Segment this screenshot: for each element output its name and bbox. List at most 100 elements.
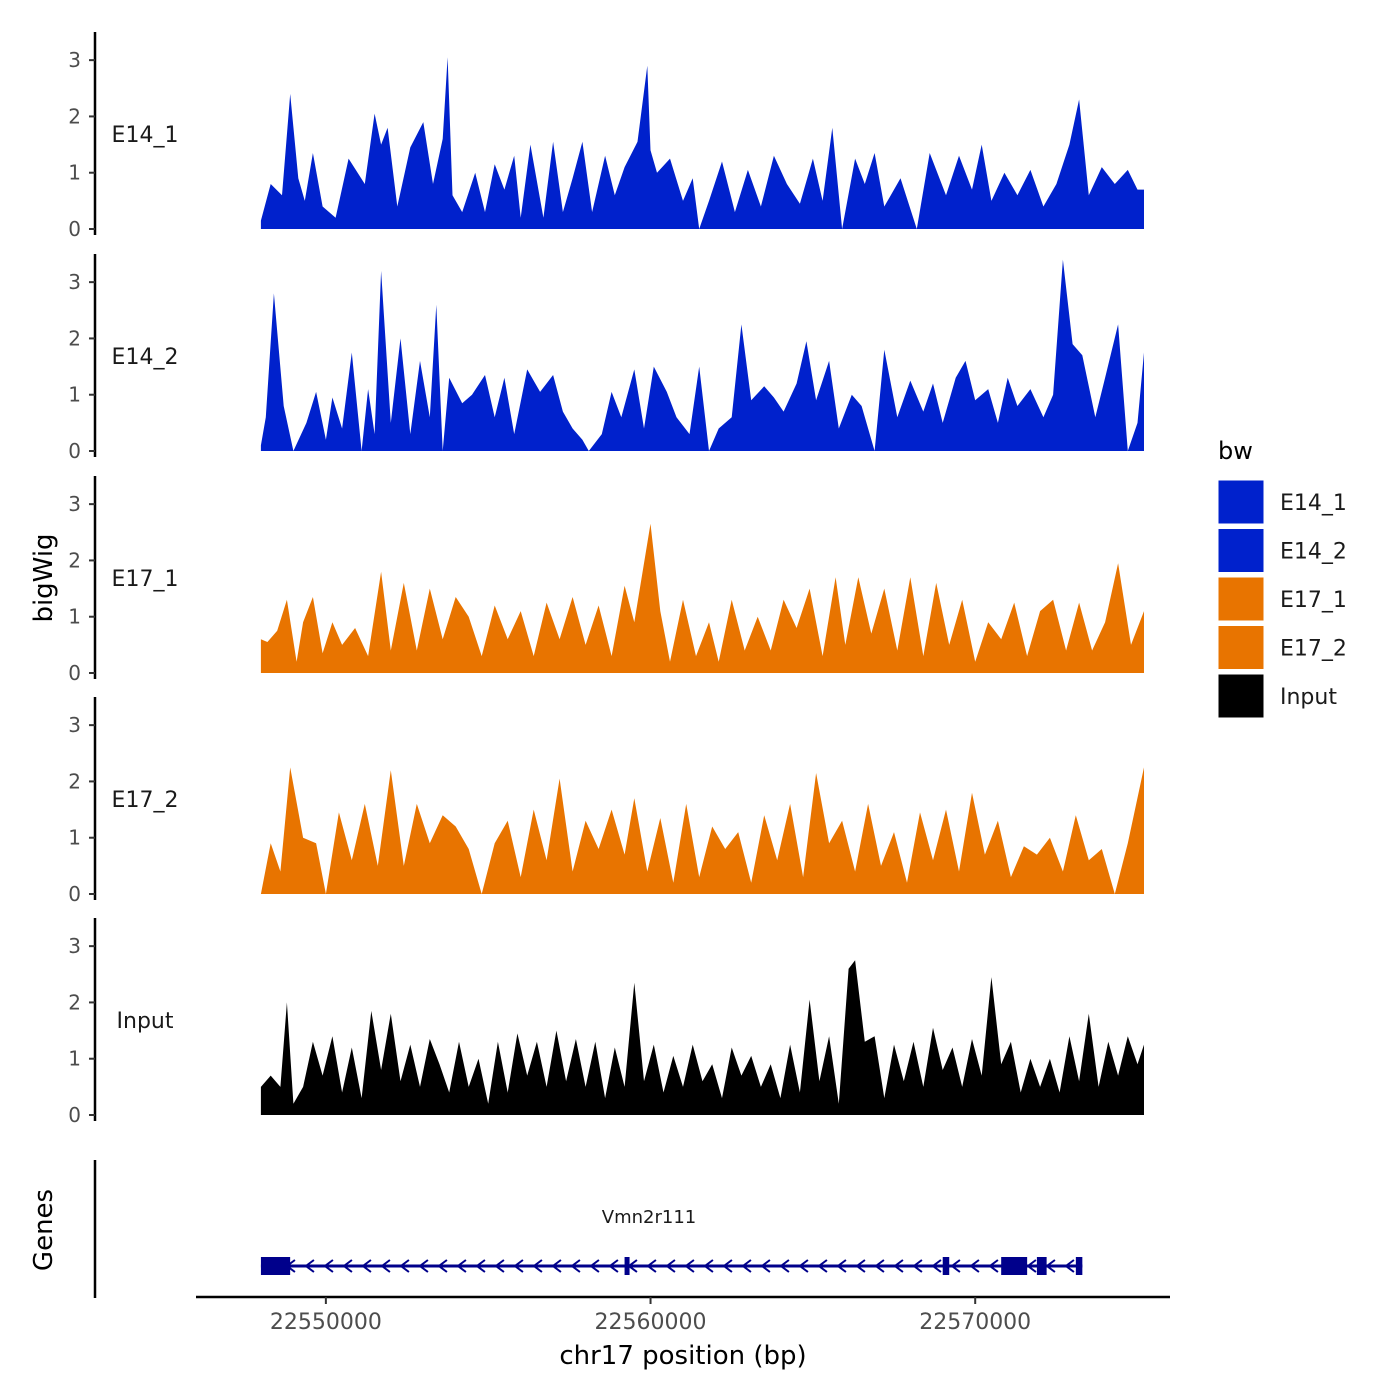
strand-arrow bbox=[1026, 1259, 1037, 1273]
y-tick-label: 1 bbox=[68, 1047, 81, 1071]
y-tick-label: 0 bbox=[68, 439, 81, 463]
legend-label: Input bbox=[1280, 685, 1337, 710]
strand-arrow bbox=[361, 1259, 372, 1273]
gene-exon bbox=[1036, 1257, 1047, 1275]
strand-arrow bbox=[513, 1259, 524, 1273]
area-Input bbox=[260, 960, 1144, 1115]
strand-arrow bbox=[893, 1259, 904, 1273]
strand-arrow bbox=[798, 1259, 809, 1273]
legend-swatch bbox=[1217, 479, 1265, 525]
y-tick-label: 1 bbox=[68, 605, 81, 629]
strand-arrow bbox=[456, 1259, 467, 1273]
strand-arrow bbox=[912, 1259, 923, 1273]
y-tick-label: 2 bbox=[68, 769, 81, 793]
track-label: E17_2 bbox=[112, 788, 179, 813]
strand-arrow bbox=[399, 1259, 410, 1273]
gene-name-label: Vmn2r111 bbox=[602, 1207, 696, 1228]
strand-arrow bbox=[741, 1259, 752, 1273]
strand-arrow bbox=[1064, 1259, 1075, 1273]
strand-arrow bbox=[665, 1259, 676, 1273]
panel-E17_1: 0 1 2 3 E17_1 bbox=[68, 476, 1144, 685]
strand-arrow bbox=[532, 1259, 543, 1273]
y-tick-label: 1 bbox=[68, 383, 81, 407]
strand-arrow bbox=[475, 1259, 486, 1273]
strand-arrow bbox=[494, 1259, 505, 1273]
strand-arrow bbox=[589, 1259, 600, 1273]
y-tick-label: 3 bbox=[68, 934, 81, 958]
legend-label: E17_2 bbox=[1280, 637, 1347, 662]
strand-arrow bbox=[684, 1259, 695, 1273]
track-label: E14_1 bbox=[112, 123, 179, 148]
x-axis-title: chr17 position (bp) bbox=[559, 1341, 806, 1371]
strand-arrow bbox=[703, 1259, 714, 1273]
y-tick-label: 2 bbox=[68, 326, 81, 350]
gene-exon bbox=[942, 1257, 950, 1275]
gene-exon bbox=[624, 1257, 630, 1275]
legend-label: E17_1 bbox=[1280, 588, 1347, 613]
legend-label: E14_2 bbox=[1280, 540, 1347, 565]
y-tick-label: 2 bbox=[68, 548, 81, 572]
strand-arrow bbox=[931, 1259, 942, 1273]
area-E17_1 bbox=[260, 523, 1144, 673]
strand-arrow bbox=[608, 1259, 619, 1273]
x-tick-label: 22560000 bbox=[595, 1310, 707, 1335]
area-E14_1 bbox=[260, 57, 1144, 229]
panel-E14_1: 0 1 2 3 E14_1 bbox=[68, 32, 1144, 241]
track-label: Input bbox=[117, 1009, 174, 1034]
strand-arrow bbox=[646, 1259, 657, 1273]
legend-title: bw bbox=[1218, 437, 1253, 465]
strand-arrow bbox=[437, 1259, 448, 1273]
y-tick-label: 1 bbox=[68, 826, 81, 850]
y-tick-label: 1 bbox=[68, 161, 81, 185]
y-tick-label: 3 bbox=[68, 270, 81, 294]
legend-label: E14_1 bbox=[1280, 491, 1347, 516]
strand-arrow bbox=[836, 1259, 847, 1273]
legend-swatch bbox=[1217, 625, 1265, 670]
strand-arrow bbox=[855, 1259, 866, 1273]
strand-arrow bbox=[551, 1259, 562, 1273]
y-axis-title: bigWig bbox=[29, 533, 59, 622]
x-tick-label: 22550000 bbox=[270, 1310, 382, 1335]
strand-arrow bbox=[304, 1259, 315, 1273]
panel-E14_2: 0 1 2 3 E14_2 bbox=[68, 254, 1144, 463]
strand-arrow bbox=[779, 1259, 790, 1273]
area-E14_2 bbox=[260, 259, 1144, 451]
strand-arrow bbox=[722, 1259, 733, 1273]
legend: bw E14_1 E14_2 E17_1 E17_2 Input bbox=[1217, 437, 1347, 719]
strand-arrow bbox=[418, 1259, 429, 1273]
y-tick-label: 0 bbox=[68, 217, 81, 241]
y-tick-label: 2 bbox=[68, 990, 81, 1014]
y-tick-label: 3 bbox=[68, 713, 81, 737]
genes-axis-title: Genes bbox=[29, 1189, 59, 1271]
panel-Input: 0 1 2 3 Input bbox=[68, 918, 1144, 1127]
gene-exon bbox=[1001, 1257, 1028, 1275]
x-tick-label: 22570000 bbox=[919, 1310, 1031, 1335]
panel-E17_2: 0 1 2 3 E17_2 bbox=[68, 697, 1144, 906]
track-label: E17_1 bbox=[112, 567, 179, 592]
y-tick-label: 2 bbox=[68, 104, 81, 128]
strand-arrow bbox=[950, 1259, 961, 1273]
strand-arrow bbox=[874, 1259, 885, 1273]
strand-arrow bbox=[817, 1259, 828, 1273]
strand-arrow bbox=[969, 1259, 980, 1273]
strand-arrow bbox=[988, 1259, 999, 1273]
legend-swatch bbox=[1217, 673, 1265, 719]
strand-arrow bbox=[760, 1259, 771, 1273]
strand-arrow bbox=[1045, 1259, 1056, 1273]
strand-arrow bbox=[380, 1259, 391, 1273]
x-axis: 22550000 22560000 22570000 bbox=[196, 1295, 1170, 1335]
y-tick-label: 0 bbox=[68, 882, 81, 906]
y-tick-label: 0 bbox=[68, 661, 81, 685]
strand-arrow bbox=[342, 1259, 353, 1273]
legend-swatch bbox=[1217, 576, 1265, 622]
y-tick-label: 0 bbox=[68, 1103, 81, 1127]
track-label: E14_2 bbox=[112, 345, 179, 370]
y-tick-label: 3 bbox=[68, 492, 81, 516]
gene-exon bbox=[1075, 1257, 1083, 1275]
coverage-panels: 0 1 2 3 E14_1 0 1 2 3 E14_2 0 1 2 3 E17_1 0 1 2 3 E17_2 0 1 2 3… bbox=[68, 32, 1144, 1127]
gene-exon bbox=[260, 1257, 291, 1275]
legend-swatch bbox=[1217, 528, 1265, 573]
y-tick-label: 3 bbox=[68, 48, 81, 72]
gene-track-panel: Vmn2r111 bbox=[93, 1160, 1083, 1298]
